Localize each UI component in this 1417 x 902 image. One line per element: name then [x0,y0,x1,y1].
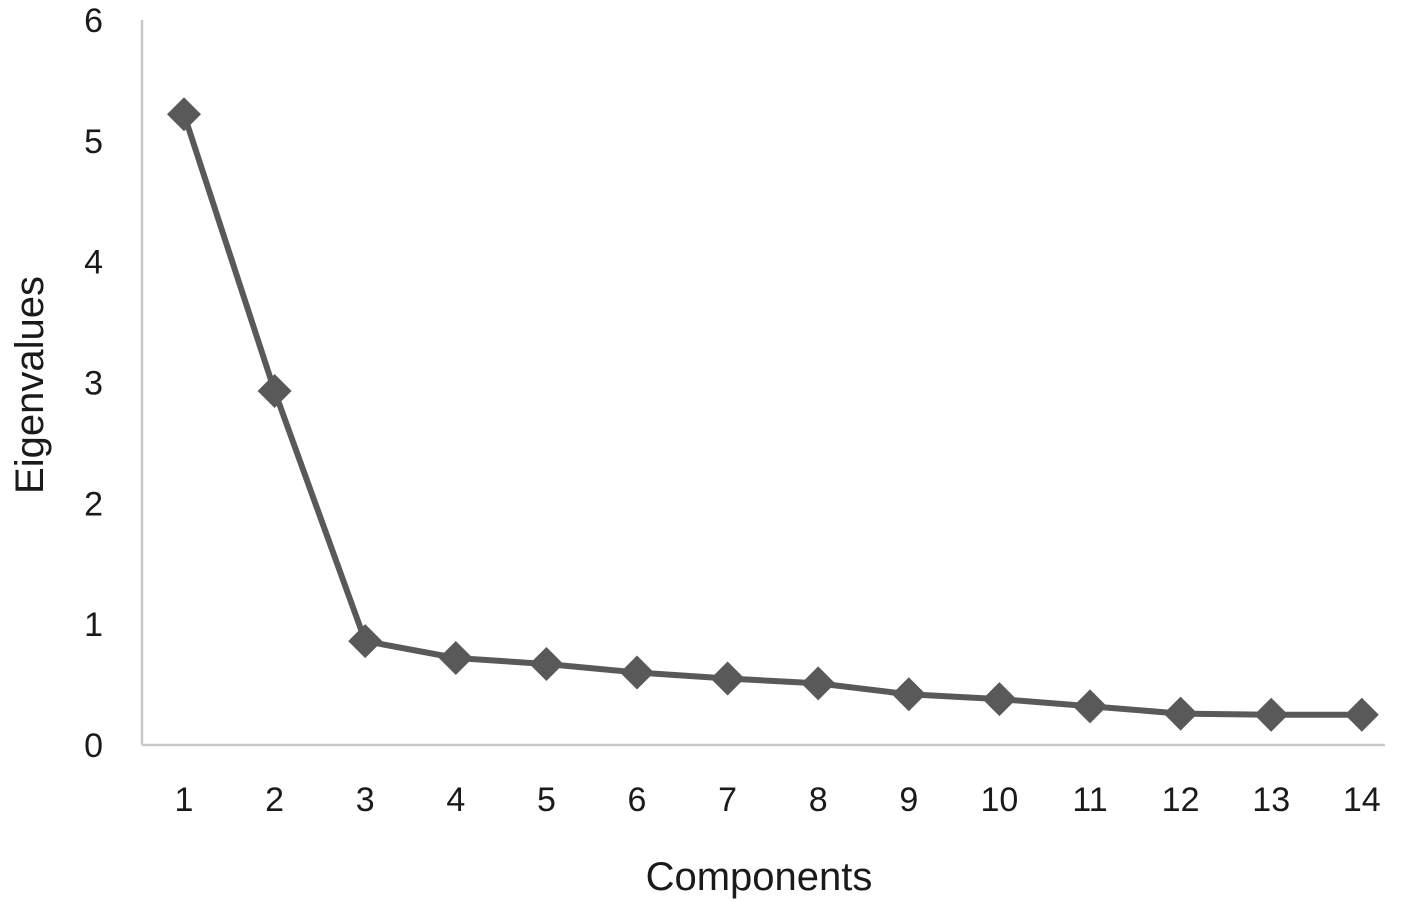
x-tick-label: 13 [1252,781,1290,819]
data-point-marker [801,666,836,701]
x-tick-label: 14 [1343,781,1381,819]
data-point-marker [1073,689,1107,724]
x-tick-label: 11 [1072,781,1107,819]
data-point-marker [620,655,654,690]
y-tick-label: 6 [84,2,103,40]
x-tick-label: 1 [175,781,194,819]
y-tick-labels: 0 1 2 3 4 5 6 [84,2,103,765]
y-axis-label: Eigenvalues [8,276,52,494]
y-tick-label: 2 [84,485,103,523]
data-point-marker [438,641,473,675]
x-tick-label: 2 [265,781,284,819]
x-tick-label: 12 [1162,781,1200,819]
x-tick-label: 6 [628,781,647,819]
data-point-marker [1344,697,1379,732]
axes [140,20,1385,747]
x-tick-label: 9 [899,781,918,819]
data-point-marker [982,682,1017,717]
x-tick-label: 8 [809,781,828,819]
data-point-marker [1254,697,1289,732]
x-tick-labels: 1 2 3 4 5 6 7 8 9 10 11 12 13 14 [175,781,1381,819]
x-tick-label: 4 [446,781,465,819]
series [167,97,1379,732]
y-tick-label: 1 [84,606,103,644]
data-point-marker [891,677,926,712]
data-point-marker [1163,696,1198,731]
x-tick-label: 3 [356,781,375,819]
y-tick-label: 3 [84,365,103,403]
x-tick-label: 10 [980,781,1018,819]
data-point-marker [167,97,201,132]
series-line [181,113,1362,718]
y-tick-label: 0 [84,727,103,765]
y-tick-label: 4 [84,244,103,282]
x-tick-label: 5 [537,781,556,819]
x-tick-label: 7 [718,781,737,819]
y-tick-label: 5 [84,123,103,161]
data-point-marker [257,373,292,408]
data-point-marker [710,661,745,696]
data-point-marker [529,647,564,682]
data-point-marker [348,624,383,659]
x-axis-label: Components [646,855,873,899]
